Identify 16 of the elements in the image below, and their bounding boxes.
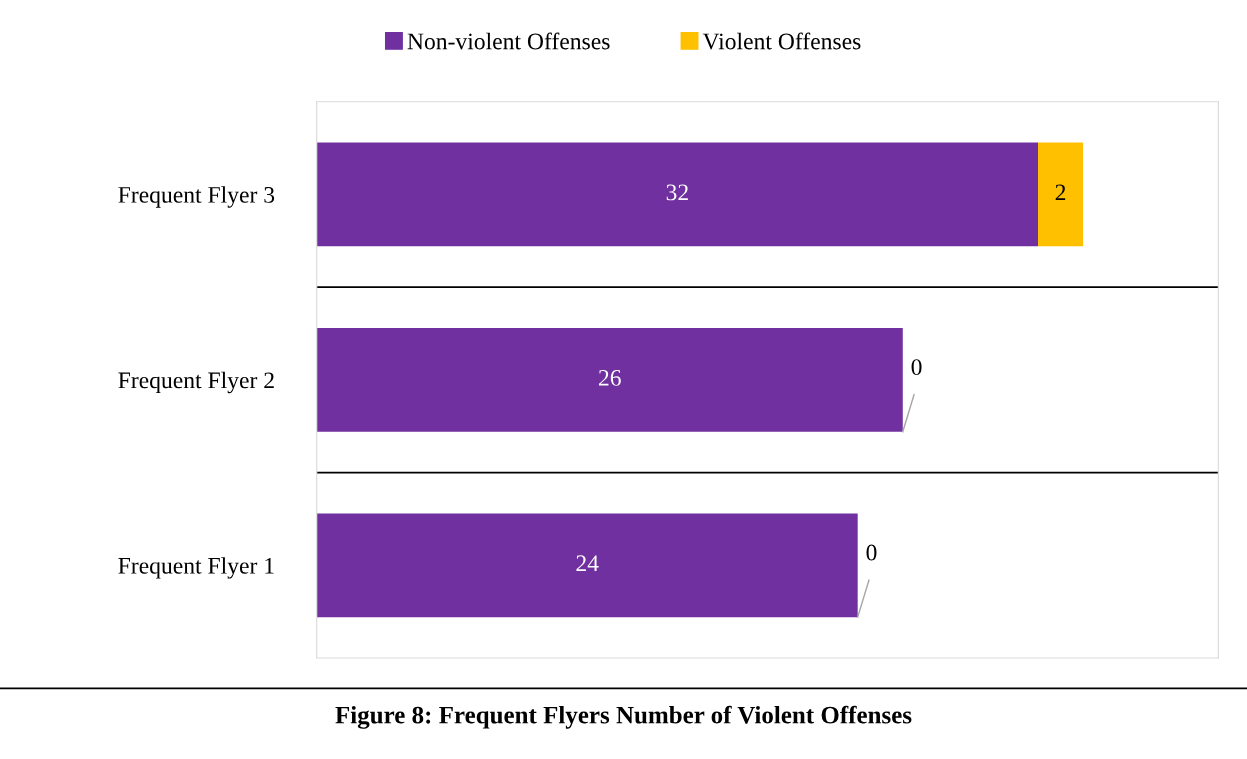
- bar: [1038, 142, 1084, 247]
- data-label: 26: [598, 369, 621, 386]
- data-label: 0: [866, 544, 877, 561]
- bar: [316, 327, 903, 432]
- y-tick-label: Frequent Flyer 3: [118, 186, 275, 208]
- data-label: 32: [666, 184, 688, 201]
- data-label: 24: [576, 555, 599, 572]
- data-label: 0: [911, 359, 922, 376]
- y-tick-label: Frequent Flyer 2: [118, 371, 274, 394]
- y-tick-label: Frequent Flyer 1: [118, 557, 274, 579]
- legend-label: Non-violent Offenses: [407, 32, 610, 50]
- data-label: 2: [1055, 184, 1066, 201]
- bar: [316, 142, 1038, 247]
- legend-label: Violent Offenses: [702, 32, 861, 50]
- caption: Figure 8: Frequent Flyers Number of Violent Offenses: [335, 705, 912, 729]
- bar: [316, 513, 858, 618]
